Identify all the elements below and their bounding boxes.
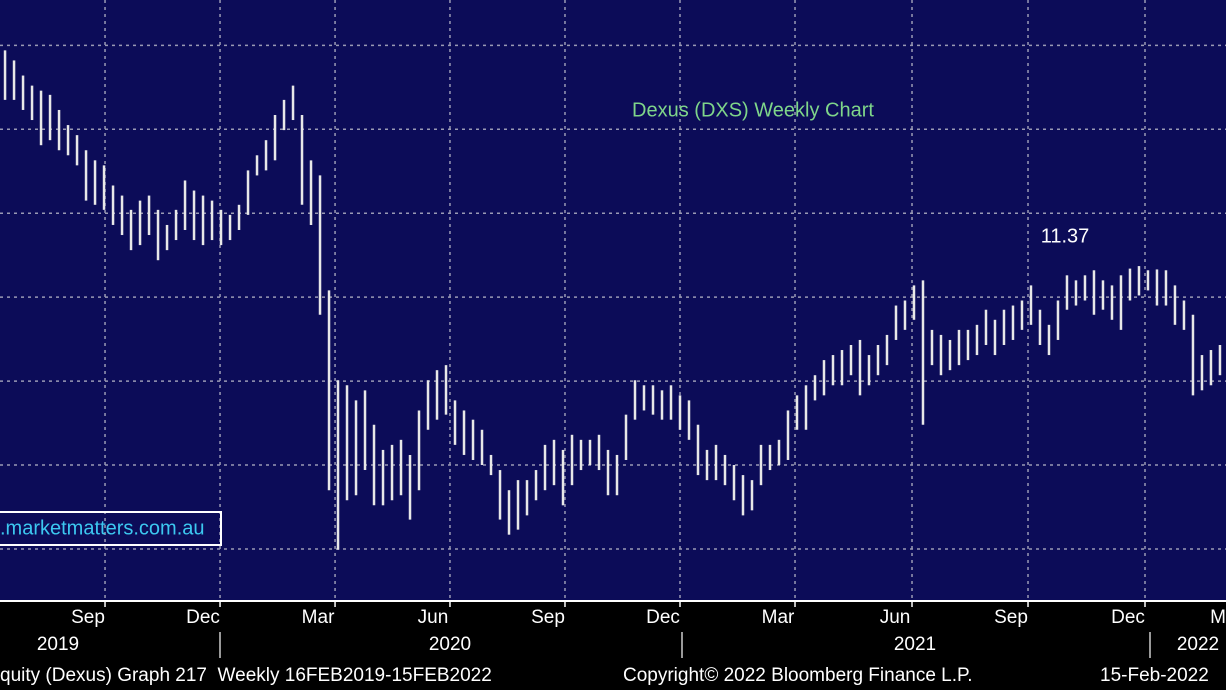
x-tick-label: Sep: [531, 607, 565, 628]
footer-center: Copyright© 2022 Bloomberg Finance L.P.: [623, 665, 973, 686]
axis-background: [0, 601, 1226, 690]
x-tick-label: Dec: [646, 607, 680, 628]
x-tick-label: Sep: [994, 607, 1028, 628]
year-label: 2021: [894, 634, 936, 655]
footer-left: quity (Dexus) Graph 217 Weekly 16FEB2019…: [0, 665, 492, 686]
x-tick-label: Jun: [418, 607, 449, 628]
x-tick-label: Jun: [880, 607, 911, 628]
grid: [0, 0, 1226, 601]
year-label: 2022: [1177, 634, 1219, 655]
year-label: 2019: [37, 634, 79, 655]
plot-background: [0, 0, 1226, 601]
x-tick-label: Sep: [71, 607, 105, 628]
x-tick-label: Mar: [302, 607, 335, 628]
footer-right: 15-Feb-2022: [1100, 665, 1209, 686]
x-tick-label: Dec: [186, 607, 220, 628]
x-tick-label: Dec: [1111, 607, 1145, 628]
chart-title: Dexus (DXS) Weekly Chart: [632, 99, 874, 121]
annotation: 11.37: [1041, 225, 1090, 247]
x-tick-label: Mar: [762, 607, 795, 628]
watermark-box: [0, 511, 222, 546]
watermark: .marketmatters.com.au: [0, 517, 205, 539]
x-tick-label: M: [1210, 607, 1226, 628]
year-label: 2020: [429, 634, 471, 655]
x-axis: Sep Dec Mar Jun Sep Dec Mar Jun Sep Dec M 2019 2020 2…: [37, 601, 1226, 655]
bars: [3, 50, 1222, 550]
